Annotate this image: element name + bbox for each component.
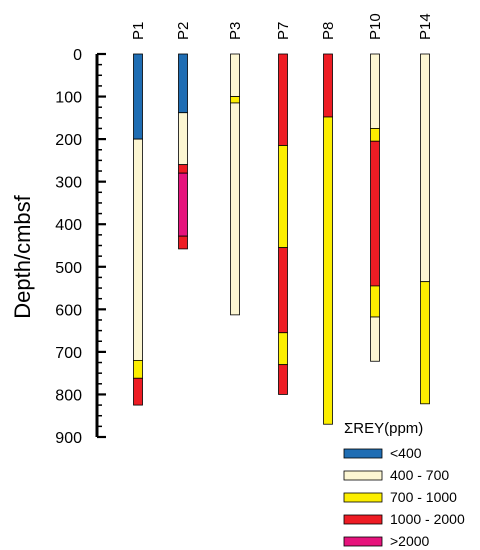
core-label: P2 (175, 22, 192, 40)
core-p2: P2 (175, 22, 192, 250)
y-tick-label: 700 (55, 345, 82, 362)
core-segment-c1000 (278, 247, 288, 334)
core-segment-c700 (133, 359, 143, 379)
legend-swatch-c400 (343, 470, 383, 481)
core-label: P14 (417, 13, 434, 40)
legend-title: ΣREY(ppm) (344, 420, 423, 437)
core-segment-c1000 (178, 235, 188, 250)
core-label: P3 (227, 22, 244, 40)
legend-swatch-c1000 (343, 514, 383, 525)
legend-swatch-c700 (343, 492, 383, 503)
y-axis-label: Depth/cmbsf (10, 194, 35, 318)
y-tick-label: 300 (55, 175, 82, 192)
core-segment-c1000 (278, 364, 288, 395)
core-p7: P7 (275, 22, 292, 395)
y-tick-label: 200 (55, 132, 82, 149)
y-tick-label: 900 (55, 430, 82, 447)
legend: ΣREY(ppm) <400 400 - 700 700 - 1000 1000 - … (343, 420, 465, 549)
core-segment-c400 (230, 102, 240, 316)
core-label: P1 (130, 22, 147, 40)
core-segment-c1000 (178, 164, 188, 174)
core-p14: P14 (417, 13, 434, 405)
core-segment-c700 (323, 116, 333, 425)
core-columns: P1 P2 P3 P7 P8 P10 P14 (130, 13, 434, 425)
core-segment-lt400 (178, 53, 188, 114)
legend-label-lt400: <400 (390, 445, 422, 461)
y-tick-label: 600 (55, 302, 82, 319)
core-segment-gt2000 (178, 172, 188, 237)
y-tick-label: 100 (55, 90, 82, 107)
core-segment-c700 (278, 332, 288, 366)
core-segment-c700 (370, 285, 380, 318)
y-tick-label: 800 (55, 387, 82, 404)
core-segment-c1000 (278, 53, 288, 146)
core-p8: P8 (320, 22, 337, 425)
legend-swatch-lt400 (343, 448, 383, 459)
core-segment-c700 (420, 281, 430, 405)
core-segment-c400 (230, 53, 240, 97)
legend-label-c1000: 1000 - 2000 (390, 511, 465, 527)
core-label: P7 (275, 22, 292, 40)
core-segment-lt400 (133, 53, 143, 140)
core-segment-c700 (230, 96, 240, 104)
legend-label-c700: 700 - 1000 (390, 489, 457, 505)
y-tick-label: 0 (73, 47, 82, 64)
core-segment-c1000 (133, 377, 143, 406)
y-axis: 0 100 200 300 400 500 600 700 800 900 (55, 47, 106, 447)
core-label: P10 (367, 13, 384, 40)
legend-swatch-gt2000 (343, 536, 383, 547)
core-p1: P1 (130, 22, 147, 406)
core-segment-c400 (133, 138, 143, 361)
y-tick-label: 500 (55, 260, 82, 277)
legend-label-gt2000: >2000 (390, 533, 430, 549)
core-segment-c400 (178, 112, 188, 166)
core-label: P8 (320, 22, 337, 40)
core-segment-c700 (370, 128, 380, 142)
core-segment-c1000 (323, 53, 333, 118)
core-segment-c400 (370, 53, 380, 129)
y-tick-label: 400 (55, 217, 82, 234)
core-segment-c400 (420, 53, 430, 283)
core-segment-c400 (370, 316, 380, 362)
core-p10: P10 (367, 13, 384, 362)
legend-label-c400: 400 - 700 (390, 467, 449, 483)
core-segment-c1000 (370, 140, 380, 287)
core-p3: P3 (227, 22, 244, 316)
core-segment-c700 (278, 145, 288, 249)
